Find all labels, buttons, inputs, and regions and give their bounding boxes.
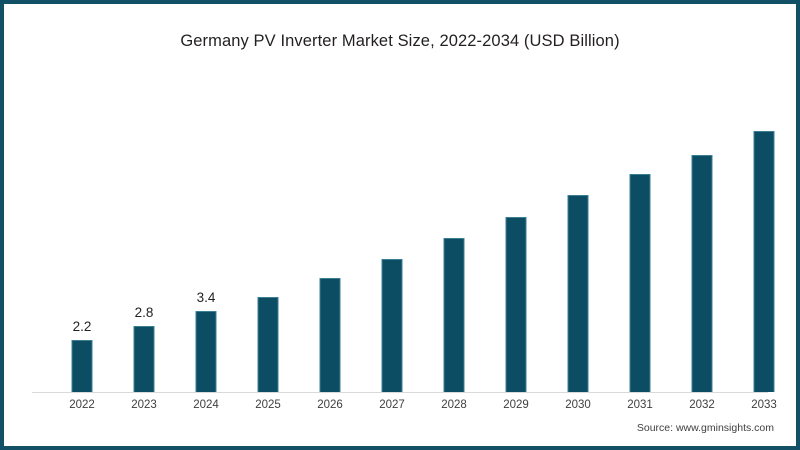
bar-slot: 2.8 (113, 84, 175, 392)
x-axis-tick-labels: 2022 2023 2024 2025 2026 2027 2028 2029 2030 2031… (32, 399, 777, 421)
x-tick-2027: 2027 (379, 399, 405, 411)
x-tick-2023: 2023 (131, 399, 157, 411)
x-tick-2025: 2025 (255, 399, 281, 411)
bar-slot (795, 84, 800, 392)
plot-area: 2.2 2.8 3.4 (32, 84, 775, 392)
bar-2023[interactable] (133, 326, 155, 392)
x-tick-2024: 2024 (193, 399, 219, 411)
bar-2027[interactable] (381, 259, 403, 392)
bar-slot (485, 84, 547, 392)
bar-2031[interactable] (629, 174, 651, 392)
bar-slot: 2.2 (51, 84, 113, 392)
chart-title: Germany PV Inverter Market Size, 2022-20… (180, 32, 620, 50)
x-tick-2028: 2028 (441, 399, 467, 411)
bar-2022[interactable] (71, 340, 93, 392)
x-tick-2033: 2033 (751, 399, 777, 411)
x-tick-2022: 2022 (69, 399, 95, 411)
x-tick-2031: 2031 (627, 399, 653, 411)
bar-2033[interactable] (753, 131, 775, 392)
x-axis-line (32, 392, 768, 393)
x-tick-2034: 2034 (795, 399, 800, 411)
bar-slot (547, 84, 609, 392)
bar-2030[interactable] (567, 195, 589, 392)
bar-slot: 3.4 (175, 84, 237, 392)
bar-slot (733, 84, 795, 392)
bar-slot (609, 84, 671, 392)
x-tick-2032: 2032 (689, 399, 715, 411)
bar-2026[interactable] (319, 278, 341, 392)
bar-slot (237, 84, 299, 392)
bar-2032[interactable] (691, 155, 713, 392)
bar-slot (299, 84, 361, 392)
bar-slot (361, 84, 423, 392)
bars-layer: 2.2 2.8 3.4 (32, 84, 775, 392)
bar-value-label-2022: 2.2 (72, 319, 92, 334)
bar-2029[interactable] (505, 217, 527, 392)
bar-slot (671, 84, 733, 392)
x-tick-2026: 2026 (317, 399, 343, 411)
x-tick-2029: 2029 (503, 399, 529, 411)
source-note: Source: www.gminsights.com (636, 422, 774, 434)
bar-value-label-2023: 2.8 (134, 305, 154, 320)
bar-2028[interactable] (443, 238, 465, 392)
bar-value-label-2024: 3.4 (196, 290, 216, 305)
bar-2024[interactable] (195, 311, 217, 392)
bar-2025[interactable] (257, 297, 279, 392)
x-tick-2030: 2030 (565, 399, 591, 411)
bar-slot (423, 84, 485, 392)
